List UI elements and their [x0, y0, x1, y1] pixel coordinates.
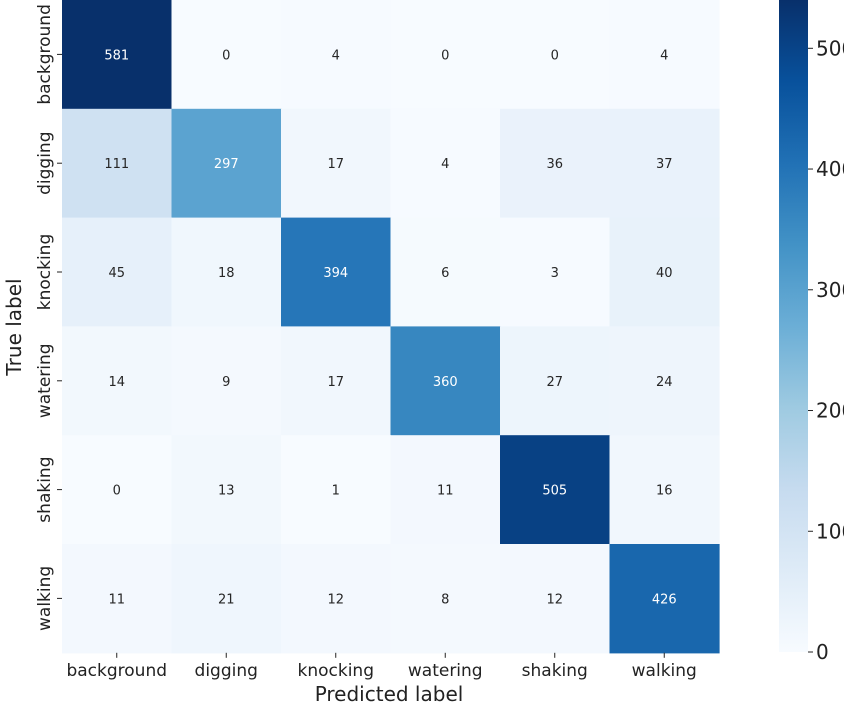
heatmap-cell [62, 544, 173, 654]
cell-value-label: 27 [546, 375, 563, 390]
heatmap-cell [62, 217, 173, 327]
cell-value-label: 12 [327, 592, 344, 607]
heatmap-cell [500, 0, 611, 110]
colorbar-tick-label: 500 [816, 36, 844, 60]
cell-value-label: 17 [327, 375, 344, 390]
heatmap-cell [62, 108, 173, 219]
cell-value-label: 1 [332, 484, 340, 499]
heatmap-cell [171, 108, 282, 219]
cell-value-label: 17 [327, 157, 344, 172]
cell-value-label: 6 [441, 266, 449, 281]
x-tick-label: digging [195, 661, 258, 681]
x-axis-ticks: background digging knocking watering shaking… [66, 652, 697, 681]
cell-value-label: 11 [437, 484, 454, 499]
colorbar [779, 0, 808, 652]
heatmap-cell [62, 435, 173, 545]
cell-value-label: 24 [656, 375, 673, 390]
cell-value-label: 394 [323, 266, 348, 281]
heatmap-cell [171, 217, 282, 327]
cell-value-label: 21 [218, 592, 235, 607]
y-tick-label: walking [35, 566, 55, 631]
heatmap-cell [390, 108, 501, 219]
y-axis-ticks: background digging knocking watering shaking… [35, 4, 62, 631]
x-tick-label: walking [632, 661, 697, 681]
cell-value-label: 0 [113, 484, 121, 499]
cell-value-label: 4 [441, 157, 449, 172]
heatmap-cell [171, 0, 282, 110]
cell-value-label: 111 [104, 157, 129, 172]
colorbar-tick-label: 400 [816, 157, 844, 181]
cell-value-label: 297 [214, 157, 239, 172]
heatmap-cell [609, 544, 720, 654]
cell-value-label: 0 [222, 48, 230, 63]
heatmap-cell [281, 544, 392, 654]
colorbar-tick-label: 100 [816, 519, 844, 543]
cell-value-label: 45 [108, 266, 125, 281]
x-tick-label: knocking [298, 661, 375, 681]
cell-value-label: 9 [222, 375, 230, 390]
cell-value-label: 3 [551, 266, 559, 281]
cell-value-label: 36 [546, 157, 563, 172]
heatmap-cell [171, 326, 282, 436]
heatmap-cell [390, 544, 501, 654]
heatmap-cell [609, 435, 720, 545]
heatmap-cell [609, 108, 720, 219]
cell-value-label: 426 [652, 592, 677, 607]
cell-value-label: 13 [218, 484, 235, 499]
heatmap-cell [500, 108, 611, 219]
heatmap-cell [171, 544, 282, 654]
heatmap-cell [62, 0, 173, 110]
x-axis-title: Predicted label [315, 682, 464, 706]
cell-value-label: 37 [656, 157, 673, 172]
cell-value-label: 4 [332, 48, 340, 63]
heatmap-cell [500, 435, 611, 545]
heatmap-cell [390, 0, 501, 110]
cell-value-label: 12 [546, 592, 563, 607]
y-tick-label: background [35, 4, 55, 105]
heatmap-cell [390, 217, 501, 327]
heatmap-cell [500, 544, 611, 654]
heatmap-cells [62, 0, 720, 654]
cell-value-label: 360 [433, 375, 458, 390]
heatmap-cell [609, 326, 720, 436]
cell-value-label: 505 [542, 484, 567, 499]
heatmap-cell [390, 435, 501, 545]
heatmap-cell [281, 108, 392, 219]
cell-value-label: 0 [441, 48, 449, 63]
cell-value-label: 8 [441, 592, 449, 607]
cell-value-label: 18 [218, 266, 235, 281]
x-tick-label: shaking [522, 661, 588, 681]
heatmap-cell [390, 326, 501, 436]
cell-value-label: 581 [104, 48, 129, 63]
cell-value-label: 4 [660, 48, 668, 63]
heatmap-cell [281, 217, 392, 327]
y-tick-label: watering [35, 343, 55, 418]
cell-value-label: 0 [551, 48, 559, 63]
heatmap-cell [500, 217, 611, 327]
heatmap-cell [500, 326, 611, 436]
cell-value-label: 16 [656, 484, 673, 499]
colorbar-tick-label: 300 [816, 278, 844, 302]
heatmap-cell [281, 0, 392, 110]
cell-value-label: 40 [656, 266, 673, 281]
colorbar-ticks: 0 100 200 300 400 500 [808, 36, 844, 664]
heatmap-cell [281, 326, 392, 436]
colorbar-tick-label: 200 [816, 399, 844, 423]
x-tick-label: background [66, 661, 167, 681]
heatmap-cell [62, 326, 173, 436]
heatmap-cell [609, 0, 720, 110]
heatmap-cell [171, 435, 282, 545]
y-axis-title: True label [2, 278, 26, 376]
cell-value-label: 11 [108, 592, 125, 607]
heatmap-cell [281, 435, 392, 545]
y-tick-label: knocking [35, 234, 55, 311]
heatmap-cell [609, 217, 720, 327]
x-tick-label: watering [408, 661, 483, 681]
y-tick-label: shaking [35, 457, 55, 523]
colorbar-tick-label: 0 [816, 640, 829, 664]
y-tick-label: digging [35, 132, 55, 195]
cell-value-label: 14 [108, 375, 125, 390]
